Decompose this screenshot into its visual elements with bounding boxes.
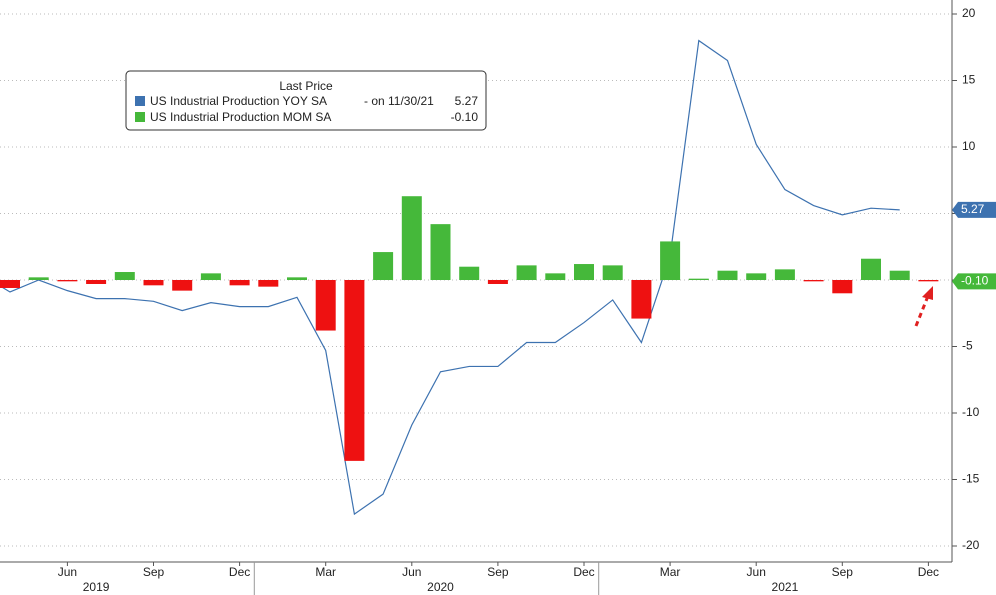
bar [602, 265, 623, 280]
bar [344, 280, 365, 461]
x-tick-label: Mar [315, 565, 336, 579]
bar [688, 278, 709, 280]
bar [401, 196, 422, 280]
legend-swatch [135, 112, 145, 122]
y-tick-label: 10 [962, 139, 976, 153]
x-tick-label: Jun [58, 565, 77, 579]
year-label: 2021 [772, 580, 799, 594]
bar [200, 273, 221, 280]
bar [516, 265, 537, 280]
bar [57, 280, 78, 282]
y-tick-label: -15 [962, 472, 980, 486]
bar [459, 266, 480, 280]
x-tick-label: Dec [918, 565, 939, 579]
bar [143, 280, 164, 286]
x-tick-label: Sep [487, 565, 509, 579]
x-tick-label: Sep [143, 565, 165, 579]
legend-label: US Industrial Production YOY SA [150, 94, 327, 108]
bar [832, 280, 853, 294]
bar [803, 280, 824, 282]
bar [861, 258, 881, 280]
legend-value: 5.27 [455, 94, 479, 108]
price-tag-label: -0.10 [961, 274, 989, 288]
price-tag [952, 201, 996, 218]
x-tick-label: Mar [660, 565, 681, 579]
bar [746, 273, 767, 280]
bar [315, 280, 336, 331]
x-tick-label: Dec [229, 565, 250, 579]
price-tag-label: 5.27 [961, 202, 985, 216]
legend-box [125, 70, 487, 131]
bar [287, 277, 307, 280]
y-tick-label: -10 [962, 405, 980, 419]
bar [114, 272, 135, 280]
year-label: 2019 [83, 580, 110, 594]
bar [172, 280, 193, 291]
year-label: 2020 [427, 580, 454, 594]
bar [545, 273, 566, 280]
line [0, 39, 900, 516]
legend-swatch [135, 96, 145, 106]
x-tick-label: Sep [832, 565, 854, 579]
bar [660, 241, 681, 280]
annotation-arrow [914, 286, 933, 327]
bar [918, 280, 939, 282]
y-tick-label: 20 [962, 6, 976, 20]
bar [258, 280, 279, 287]
bar [28, 277, 49, 280]
x-tick-label: Dec [573, 565, 594, 579]
bar [717, 270, 738, 280]
bar [774, 269, 795, 280]
bar [574, 264, 594, 280]
bar [229, 280, 250, 286]
bar [0, 280, 20, 288]
bar [373, 252, 394, 280]
bar [631, 280, 652, 319]
legend-value: -0.10 [451, 110, 479, 124]
bar [487, 280, 508, 284]
x-tick-label: Jun [402, 565, 421, 579]
y-tick-label: -5 [962, 339, 973, 353]
legend-title: Last Price [279, 79, 333, 93]
legend: Last Price US Industrial Production YOY … [125, 70, 487, 131]
y-tick-label: -20 [962, 538, 980, 552]
legend-label: US Industrial Production MOM SA [150, 110, 331, 124]
x-tick-label: Jun [747, 565, 766, 579]
bar [430, 224, 451, 280]
legend-note: - on 11/30/21 [364, 94, 434, 108]
bar [889, 270, 910, 280]
y-tick-label: 15 [962, 73, 976, 87]
price-tag [952, 273, 996, 290]
bar [86, 280, 107, 284]
